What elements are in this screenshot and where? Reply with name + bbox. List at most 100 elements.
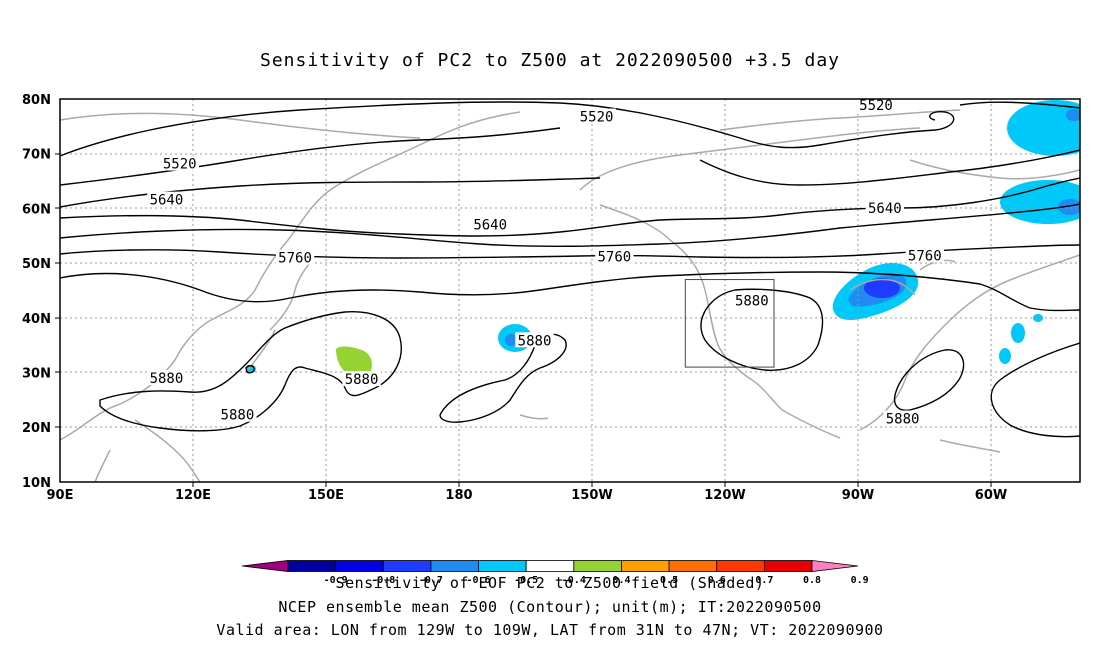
colorbar-label: 0.4 — [612, 575, 630, 586]
latitude-labels: 80N 70N 60N 50N 40N 30N 20N 10N — [22, 93, 51, 491]
contour-5880-central-pacific — [439, 333, 567, 423]
shade-labrador — [1000, 180, 1080, 224]
shade-arctic-east — [1007, 100, 1080, 156]
lon-tick-label: 90E — [47, 488, 74, 503]
lat-tick-label: 70N — [22, 148, 51, 163]
colorbar-swatch — [621, 560, 670, 572]
lat-tick-label: 80N — [22, 93, 51, 108]
contour-5880-japan-ring — [245, 365, 255, 374]
contour-labels: 5520 5520 5520 5640 5640 5640 5760 5760 5760 5880… — [147, 98, 944, 428]
lon-tick-label: 150W — [571, 488, 612, 503]
contour-label-bg — [218, 406, 257, 422]
lon-tick-label: 150E — [308, 488, 344, 503]
axis-ticks — [55, 153, 992, 487]
contour-label: 5760 — [597, 250, 631, 266]
colorbar-label: -0.7 — [419, 575, 443, 586]
contour-label-bg — [147, 370, 186, 386]
contour-label: 5640 — [150, 193, 184, 209]
gridlines — [60, 99, 1080, 482]
contour-label: 5880 — [150, 371, 184, 387]
lon-tick-label: 120W — [704, 488, 745, 503]
colorbar-swatch — [763, 560, 813, 572]
contour-label: 5760 — [278, 251, 312, 267]
footer-shaded-caption: Sensitivity of EOF PC2 to Z500 field (Sh… — [335, 574, 765, 592]
shade-atlantic-b — [999, 348, 1011, 364]
contour-label: 5520 — [859, 98, 893, 114]
contour-label-bg — [577, 108, 616, 124]
contour-5640-b — [60, 177, 1080, 237]
plot-title: Sensitivity of PC2 to Z500 at 2022090500… — [259, 50, 840, 71]
lon-tick-label: 180 — [445, 488, 472, 503]
lon-tick-label: 90W — [842, 488, 874, 503]
shade-great-lakes-core — [864, 278, 900, 298]
colorbar-swatch — [716, 560, 765, 572]
coastlines — [60, 109, 1080, 482]
colorbar-label: -0.4 — [562, 575, 586, 586]
contour-label: 5880 — [221, 408, 255, 424]
contour-label-bg — [865, 199, 905, 215]
lat-tick-label: 10N — [22, 476, 51, 491]
colorbar-label: 0.7 — [755, 575, 773, 586]
contour-5520-north — [60, 101, 955, 157]
lon-tick-label: 60W — [975, 488, 1007, 503]
contour-5640-a — [60, 177, 601, 208]
contour-label: 5760 — [908, 248, 942, 264]
contour-5640-c — [60, 203, 1080, 248]
colorbar-swatch — [430, 560, 479, 572]
contour-label-bg — [732, 292, 772, 308]
contour-label-bg — [856, 99, 896, 113]
shade-arctic-east-core — [1066, 109, 1080, 121]
colorbar-label: 0.5 — [660, 575, 678, 586]
colorbar-high-arrow — [811, 560, 859, 572]
colorbar: -0.9 -0.8 -0.7 -0.6 -0.5 -0.4 0.4 0.5 0.6 0.7 0.8 0… — [241, 560, 869, 586]
valid-area-box — [684, 279, 775, 368]
colorbar-label: 0.8 — [803, 575, 821, 586]
colorbar-low-arrow — [241, 560, 289, 572]
contour-label-bg — [883, 410, 922, 426]
shaded-sensitivity — [246, 100, 1080, 382]
contour-5520-northeast — [959, 101, 1080, 109]
contour-5880-west-pacific — [99, 311, 402, 432]
lat-tick-label: 40N — [22, 312, 51, 327]
colorbar-label: 0.6 — [708, 575, 726, 586]
contour-label: 5880 — [345, 372, 379, 388]
contour-5880-us-high — [700, 288, 824, 371]
longitude-labels: 90E 120E 150E 180 150W 120W 90W 60W — [47, 488, 1008, 503]
shade-central-pacific-core — [505, 334, 517, 346]
contour-label-bg — [275, 249, 315, 265]
colorbar-swatch — [478, 560, 527, 572]
contour-5520-south — [60, 127, 561, 186]
colorbar-swatch — [287, 560, 337, 572]
colorbar-swatch — [573, 560, 622, 572]
contour-5760-b — [60, 271, 1080, 312]
contour-label-bg — [160, 155, 199, 171]
lat-tick-label: 60N — [22, 202, 51, 217]
contour-label: 5520 — [163, 157, 197, 173]
contour-5880-gulf — [893, 349, 965, 412]
plot-frame — [59, 98, 1081, 483]
colorbar-swatch — [335, 560, 384, 572]
colorbar-label: -0.6 — [466, 575, 490, 586]
contour-label-bg — [147, 191, 186, 207]
contour-label: 5640 — [868, 201, 902, 217]
shade-atlantic-a — [1011, 323, 1025, 343]
contour-label: 5640 — [473, 217, 507, 233]
shade-atlantic-c — [1033, 314, 1043, 322]
lat-tick-label: 30N — [22, 367, 51, 382]
contour-5520-east — [699, 149, 1080, 186]
shade-labrador-core — [1058, 199, 1080, 215]
colorbar-label: 0.9 — [851, 575, 869, 586]
z500-contours — [60, 101, 1080, 438]
colorbar-label: -0.8 — [371, 575, 395, 586]
lat-tick-label: 20N — [22, 421, 51, 436]
contour-label-bg — [595, 248, 634, 264]
contour-label: 5880 — [886, 412, 920, 428]
colorbar-label: -0.9 — [324, 575, 348, 586]
lon-tick-label: 120E — [175, 488, 211, 503]
contour-label: 5880 — [518, 333, 552, 349]
contour-label-bg — [515, 332, 554, 348]
colorbar-swatch — [382, 560, 432, 572]
colorbar-swatch — [525, 560, 575, 572]
contour-label-bg — [905, 247, 944, 263]
